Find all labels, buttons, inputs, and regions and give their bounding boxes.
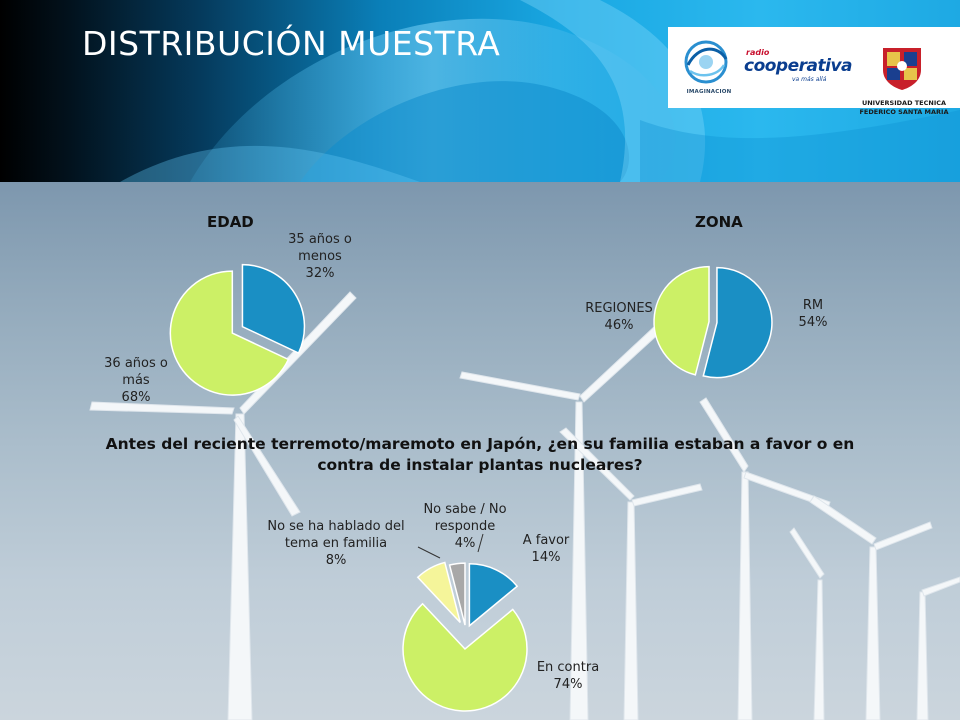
slice-label-a-favor: A favor 14% xyxy=(522,533,570,565)
pie-chart-zona xyxy=(653,265,773,379)
pie-slice-35-o-menos xyxy=(241,263,306,355)
slice-label-36-o-mas: 36 años o más 68% xyxy=(104,356,168,405)
wind-turbine-background xyxy=(0,182,960,720)
header-swirl-graphic xyxy=(120,0,960,182)
header-banner: DISTRIBUCIÓN MUESTRA IMAGINACION radio c… xyxy=(0,0,960,182)
slice-label-no-se-ha-hablado: No se ha hablado del tema en familia 8% xyxy=(267,519,405,568)
imaginacion-logo xyxy=(684,40,728,84)
cooperativa-logo-top: radio xyxy=(746,48,770,57)
pie-slice-36-o-mas xyxy=(169,270,290,396)
slice-label-regiones: REGIONES 46% xyxy=(585,301,653,333)
utfsm-crest-icon xyxy=(883,48,921,90)
slice-label-35-o-menos: 35 años o menos 32% xyxy=(288,232,352,281)
leader-line-no-se-ha-hablado xyxy=(417,546,441,559)
sponsor-logos: IMAGINACION radio cooperativa va más all… xyxy=(668,27,960,116)
imaginacion-logo-text: IMAGINACION xyxy=(686,89,732,95)
pie-slice-regiones xyxy=(653,265,710,376)
pie-slice-no-sabe xyxy=(448,562,466,626)
slice-label-en-contra: En contra 74% xyxy=(536,660,600,692)
utfsm-logo-text: UNIVERSIDAD TECNICA FEDERICO SANTA MARIA xyxy=(859,99,949,116)
pie-chart-nuclear-opinion xyxy=(402,533,528,712)
cooperativa-logo: cooperativa xyxy=(744,56,853,76)
pie-slice-rm xyxy=(702,266,773,379)
leader-line-no-sabe xyxy=(477,533,484,553)
chart-title-zona: ZONA xyxy=(695,213,743,231)
cooperativa-logo-tagline: va más allá xyxy=(792,76,827,83)
slice-label-no-sabe: No sabe / No responde 4% xyxy=(423,502,507,551)
pie-chart-edad xyxy=(169,263,306,396)
slide-title: DISTRIBUCIÓN MUESTRA xyxy=(82,24,501,63)
slice-label-rm: RM 54% xyxy=(798,298,828,330)
survey-question: Antes del reciente terremoto/maremoto en… xyxy=(105,435,855,474)
pie-slice-no-se-ha-hablado xyxy=(416,561,461,623)
pie-slice-en-contra xyxy=(402,602,528,712)
pie-slice-a-favor xyxy=(468,563,519,628)
chart-title-edad: EDAD xyxy=(207,213,254,231)
